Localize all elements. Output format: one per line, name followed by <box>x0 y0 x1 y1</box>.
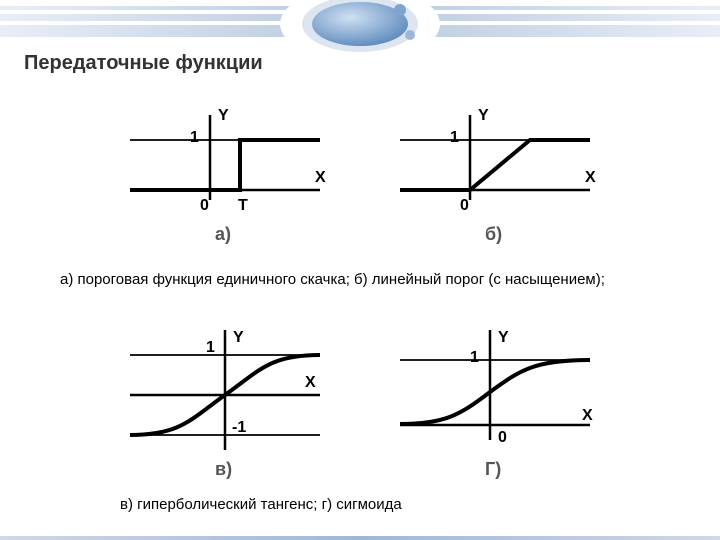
plot-d: Y X 1 0 Г) <box>390 320 600 490</box>
caption-row1: а) пороговая функция единичного скачка; … <box>60 270 660 290</box>
svg-text:Г): Г) <box>485 459 501 479</box>
page-title: Передаточные функции <box>24 52 263 75</box>
svg-text:1: 1 <box>470 349 479 366</box>
plot-row-2: Y X 1 -1 в) Y X 1 0 Г) <box>120 320 600 490</box>
svg-text:в): в) <box>215 459 232 479</box>
svg-text:Y: Y <box>498 329 509 346</box>
svg-text:X: X <box>582 407 593 424</box>
plot-c: Y X 1 -1 в) <box>120 320 330 490</box>
svg-text:1: 1 <box>190 129 199 146</box>
plot-b: Y X 1 0 б) <box>390 100 600 260</box>
svg-text:Y: Y <box>233 329 244 346</box>
svg-text:1: 1 <box>206 339 215 356</box>
svg-text:X: X <box>305 374 316 391</box>
svg-text:0: 0 <box>200 197 209 214</box>
footer-divider <box>0 536 720 540</box>
svg-text:0: 0 <box>498 429 507 446</box>
svg-text:0: 0 <box>460 197 469 214</box>
header-decoration <box>0 0 720 90</box>
plot-row-1: Y X 1 0 T а) Y X 1 0 б) <box>120 100 600 260</box>
svg-text:T: T <box>238 197 248 214</box>
caption-row2: в) гиперболический тангенс; г) сигмоида <box>120 495 620 515</box>
svg-text:Y: Y <box>218 107 229 124</box>
svg-text:X: X <box>585 169 596 186</box>
svg-text:а): а) <box>215 224 231 244</box>
svg-text:1: 1 <box>450 129 459 146</box>
svg-text:X: X <box>315 169 326 186</box>
plot-a: Y X 1 0 T а) <box>120 100 330 260</box>
svg-text:-1: -1 <box>232 419 246 436</box>
svg-text:Y: Y <box>478 107 489 124</box>
svg-text:б): б) <box>485 224 502 244</box>
